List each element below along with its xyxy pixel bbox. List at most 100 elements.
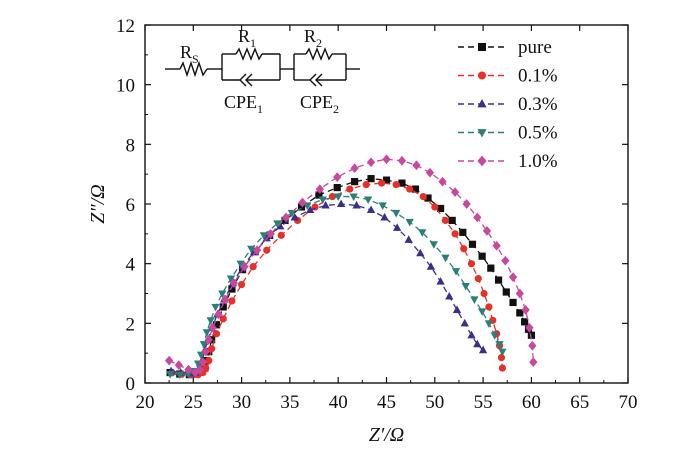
data-point [478,345,488,354]
data-point [226,275,236,284]
data-point [521,318,529,326]
data-point [252,245,262,256]
axis-layer: 20 25 30 35 40 45 50 55 60 65 70 0 2 4 6 8 10 12 Z′/Ω Z″/Ω [87,16,638,446]
equivalent-circuit-inset [165,47,360,87]
data-point [425,167,435,178]
data-point [516,309,524,317]
data-point [349,193,358,202]
data-point [202,329,211,337]
legend-item-0.5%: 0.5% [458,123,558,144]
data-point [380,212,389,221]
data-point [468,240,477,248]
cpe1-label: CPE1 [224,92,263,116]
data-point [366,205,376,214]
data-point [366,157,376,168]
data-point [473,212,482,223]
x-tick-label: 70 [619,392,638,413]
data-point [334,193,343,202]
data-point [480,289,488,298]
data-point [219,315,227,323]
data-point [208,322,217,333]
legend-marker [478,71,486,80]
legend-label: 1.0% [518,151,558,172]
data-point [382,154,391,165]
data-point [198,357,208,367]
data-point [281,212,291,223]
x-tick-label: 35 [280,392,299,413]
data-point [477,308,487,316]
data-point [199,341,209,349]
data-point [201,346,210,357]
data-point [382,176,391,184]
data-point [247,245,256,254]
data-point [367,175,375,183]
data-point [184,364,193,375]
data-point [487,264,495,272]
data-point [478,252,486,260]
data-point [438,176,447,187]
data-point [315,184,324,194]
data-point [352,200,361,209]
data-point [411,185,420,193]
data-point [259,232,268,240]
x-tick-label: 60 [522,392,541,413]
data-point [497,354,506,362]
series-pure [166,175,535,379]
data-point [298,197,307,208]
data-point [462,199,471,209]
data-point [441,216,450,225]
data-point [450,187,460,197]
legend-marker [477,129,487,138]
data-point [529,357,538,367]
data-point [229,278,239,288]
data-point [297,203,306,211]
data-point [467,260,476,268]
data-point [460,245,468,253]
data-point [521,305,530,315]
legend-item-0.3%: 0.3% [458,94,558,115]
data-point [306,205,315,214]
x-tick-label: 20 [136,392,155,413]
data-point [228,297,236,305]
x-axis-title: Z′/Ω [369,424,405,446]
data-point [214,309,223,320]
series-0.1% [168,179,507,379]
data-point [378,179,386,187]
legend-label: 0.3% [518,94,558,115]
data-point [445,291,454,300]
data-point [412,160,421,171]
data-point [406,185,414,193]
circuit-labels: RS R1 R2 CPE1 CPE2 [180,26,339,116]
data-point [184,370,193,379]
data-point [303,202,312,210]
y-tick-label: 6 [126,195,136,216]
data-point [204,334,213,345]
data-point [346,185,354,193]
y-tick-label: 12 [116,16,135,37]
data-point [515,288,524,299]
data-point [212,330,221,338]
data-point [398,179,406,187]
data-point [240,261,249,272]
data-point [165,355,174,366]
y-tick-label: 10 [116,76,135,97]
data-point [436,204,445,213]
data-point [221,294,230,305]
data-point [525,322,534,333]
data-point [461,282,470,291]
x-tick-label: 25 [184,392,203,413]
x-tick-label: 45 [377,392,396,413]
data-point [218,290,227,298]
x-tick-label: 50 [425,392,444,413]
data-point [426,262,436,270]
x-tick-label: 40 [329,392,348,413]
legend-marker [477,99,487,108]
resistor-r2-symbol [305,47,333,61]
data-point [318,196,327,205]
data-point [467,330,476,339]
data-point [350,163,359,174]
data-point [474,274,482,283]
data-point [263,246,271,254]
data-point [448,216,456,225]
